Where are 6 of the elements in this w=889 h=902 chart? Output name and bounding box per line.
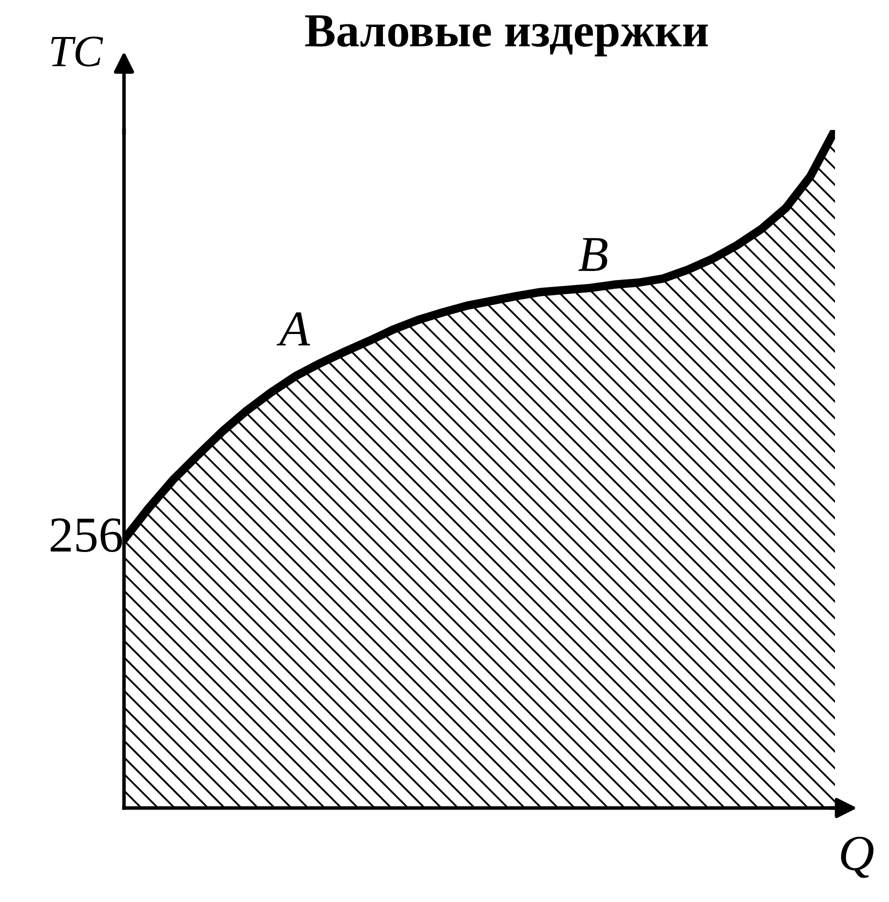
text: 256 xyxy=(50,518,122,552)
chart-title: Валовые издержки xyxy=(305,15,708,56)
annotation: A xyxy=(276,312,310,346)
y-axis-title: TC xyxy=(51,36,104,67)
x-axis-title: Q xyxy=(841,836,874,878)
annotation: B xyxy=(578,238,608,271)
